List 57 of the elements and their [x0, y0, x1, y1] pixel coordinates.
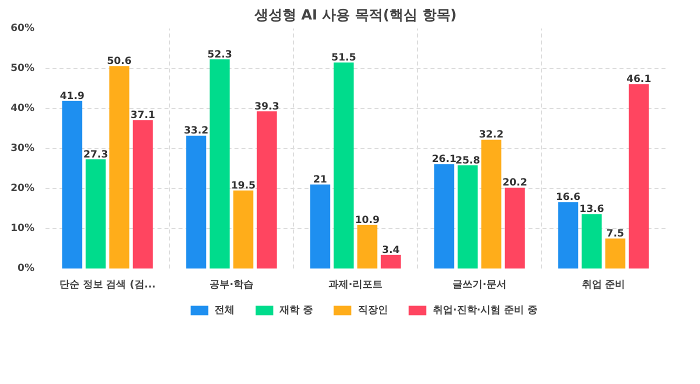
y-tick-label: 0%: [18, 263, 35, 274]
bar: [434, 164, 454, 268]
bar: [310, 184, 330, 268]
bar: [186, 136, 206, 268]
bar: [132, 120, 153, 268]
data-label: 20.2: [502, 178, 528, 189]
data-label: 41.9: [60, 90, 85, 102]
data-label: 51.5: [331, 52, 356, 64]
bar: [210, 59, 230, 268]
bar: [256, 111, 277, 268]
bar: [628, 84, 649, 268]
x-tick-label: 단순 정보 검색 (검...: [59, 280, 156, 290]
x-tick-label: 취업 준비: [582, 280, 626, 290]
x-tick-label: 공부·학습: [210, 280, 254, 290]
data-label: 46.1: [626, 74, 652, 86]
bar: [582, 214, 602, 268]
data-label: 21: [313, 174, 328, 186]
data-label: 10.9: [354, 214, 380, 226]
bar: [233, 190, 254, 268]
chart-title: 생성형 AI 사용 목적(핵심 항목): [253, 8, 457, 24]
data-label: 37.1: [130, 110, 156, 122]
data-label: 26.1: [432, 154, 457, 166]
bar: [605, 238, 626, 268]
bar: [458, 165, 478, 268]
data-label: 19.5: [230, 180, 256, 192]
bar: [558, 202, 578, 268]
x-tick-label: 글쓰기·문서: [452, 280, 506, 290]
y-tick-label: 30%: [10, 143, 34, 154]
data-label: 33.2: [184, 126, 209, 137]
y-tick-label: 10%: [10, 223, 34, 234]
data-label: 13.6: [579, 204, 604, 216]
bar: [109, 66, 130, 268]
data-label: 39.3: [254, 101, 280, 112]
data-label: 3.4: [382, 244, 400, 256]
y-tick-label: 60%: [10, 23, 34, 34]
legend-label: 취업·진학·시험 준비 중: [432, 304, 538, 317]
bar: [481, 140, 502, 268]
bar: [334, 62, 354, 268]
bar: [62, 100, 82, 268]
data-label: 32.2: [478, 130, 504, 141]
legend-label: 전체: [214, 304, 234, 317]
legend-label: 재학 중: [279, 304, 313, 317]
y-tick-label: 50%: [10, 63, 34, 74]
bar: [504, 188, 525, 268]
bar: [380, 254, 401, 268]
data-label: 50.6: [106, 56, 132, 68]
y-tick-label: 20%: [10, 183, 34, 194]
data-label: 25.8: [455, 155, 480, 166]
data-label: 52.3: [207, 49, 232, 60]
data-label: 16.6: [556, 192, 581, 204]
x-tick-label: 과제·리포트: [328, 280, 382, 290]
y-tick-label: 40%: [10, 103, 34, 114]
data-label: 27.3: [83, 149, 108, 160]
legend-label: 직장인: [358, 304, 388, 317]
bar: [86, 159, 106, 268]
bar: [357, 224, 378, 268]
data-label: 7.5: [606, 228, 624, 240]
